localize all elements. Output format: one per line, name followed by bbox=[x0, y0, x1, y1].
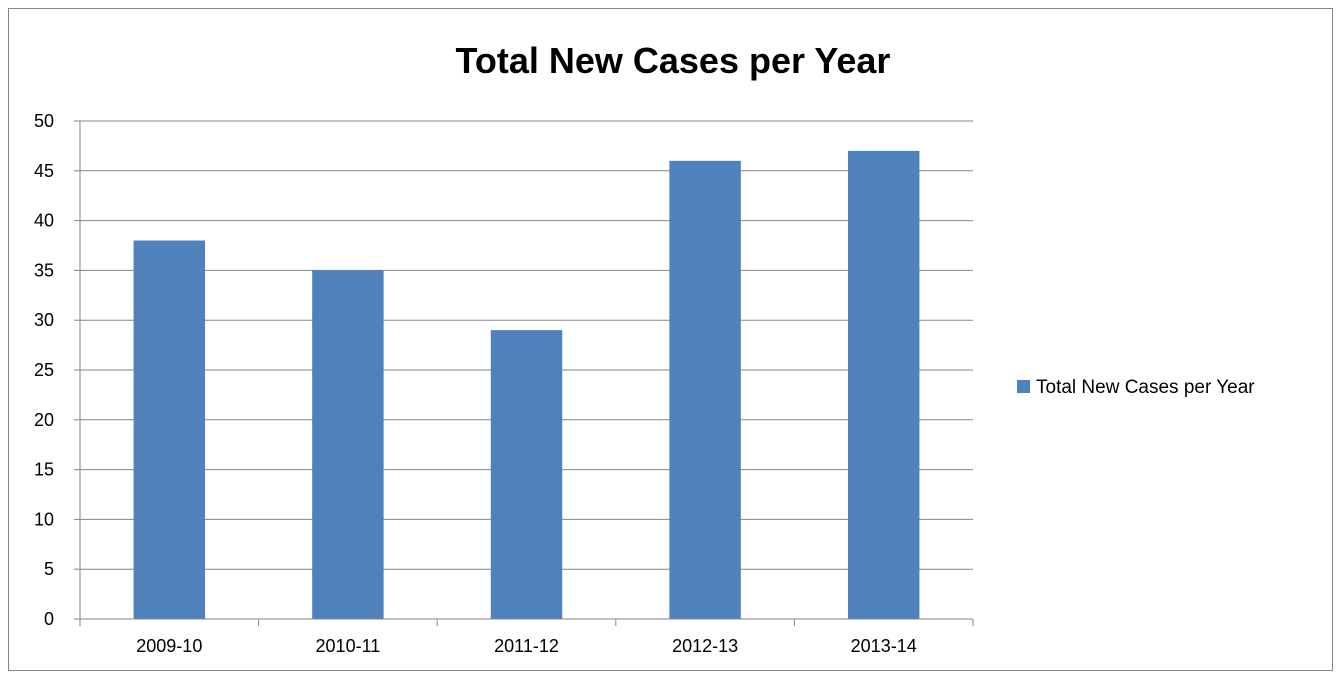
bars bbox=[133, 150, 920, 619]
legend-swatch bbox=[1017, 380, 1030, 393]
axes bbox=[79, 121, 973, 620]
x-tick-label: 2011-12 bbox=[494, 636, 559, 656]
x-tick-label: 2012-13 bbox=[672, 636, 738, 656]
x-tick-label: 2013-14 bbox=[851, 636, 917, 656]
bar-2011-12 bbox=[490, 330, 563, 619]
y-axis-ticks: 0 5 10 15 20 25 30 35 40 45 50 bbox=[34, 111, 80, 629]
chart-title: Total New Cases per Year bbox=[456, 40, 891, 81]
y-tick-label: 15 bbox=[34, 460, 54, 480]
bar-2013-14 bbox=[847, 150, 920, 619]
gridlines bbox=[80, 120, 973, 570]
x-tick-label: 2009-10 bbox=[136, 636, 202, 656]
x-tick-label: 2010-11 bbox=[316, 636, 381, 656]
bar-2012-13 bbox=[669, 160, 741, 619]
legend-label: Total New Cases per Year bbox=[1036, 377, 1255, 398]
y-tick-label: 30 bbox=[34, 310, 54, 330]
y-tick-label: 0 bbox=[44, 609, 54, 629]
x-axis-ticks: 2009-10 2010-11 2011-12 2012-13 2013-14 bbox=[79, 619, 974, 656]
y-tick-label: 35 bbox=[34, 260, 54, 280]
y-tick-label: 20 bbox=[34, 410, 54, 430]
y-tick-label: 10 bbox=[34, 509, 54, 529]
y-tick-label: 40 bbox=[34, 211, 54, 231]
y-tick-label: 45 bbox=[34, 161, 54, 181]
bar-2010-11 bbox=[312, 270, 384, 619]
bar-2009-10 bbox=[133, 240, 206, 619]
y-tick-label: 50 bbox=[34, 111, 54, 131]
legend: Total New Cases per Year bbox=[1017, 377, 1255, 398]
y-tick-label: 5 bbox=[44, 559, 54, 579]
y-tick-label: 25 bbox=[34, 360, 54, 380]
